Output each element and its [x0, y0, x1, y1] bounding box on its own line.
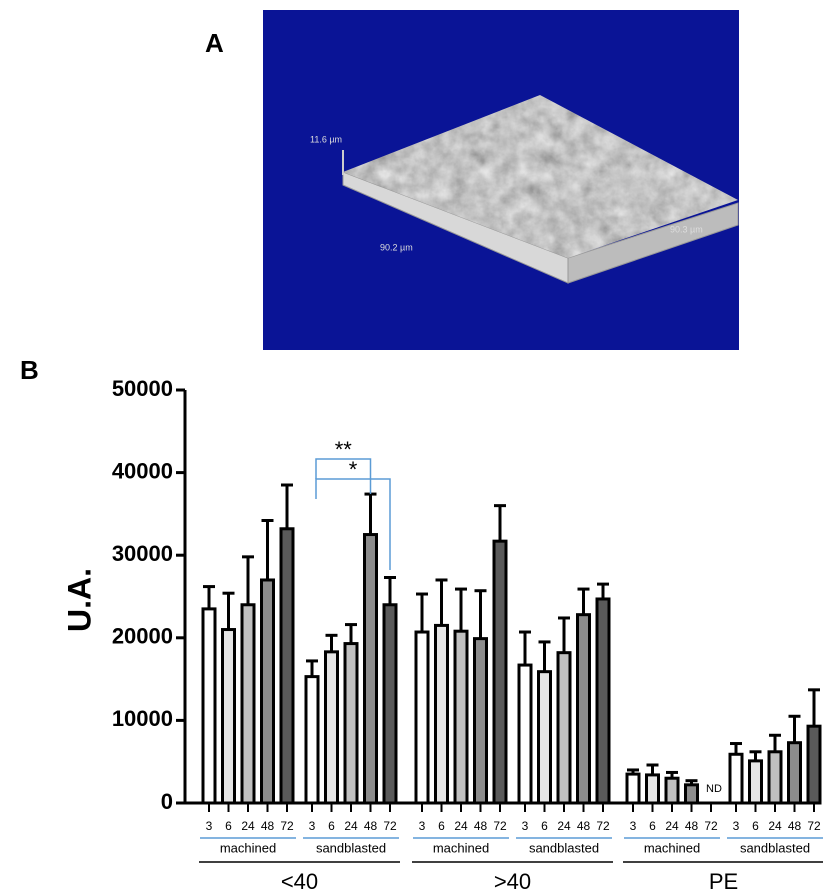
x-tick-label: 6: [438, 819, 445, 833]
x-tick-label: 72: [704, 819, 718, 833]
x-tick-label: 48: [261, 819, 275, 833]
figure: A 11.6 µm 90.2 µm 90.3 µm B U.A. 0 10000 2…: [0, 0, 823, 896]
group-label: machined: [433, 840, 489, 855]
surface-image: 11.6 µm 90.2 µm 90.3 µm: [263, 10, 740, 350]
bar: [475, 639, 487, 803]
x-tick-label: 72: [493, 819, 507, 833]
x-tick-label: 6: [649, 819, 656, 833]
height-label: 11.6 µm: [310, 134, 342, 144]
bar: [223, 630, 235, 803]
x-tick-label: 6: [328, 819, 335, 833]
x-tick-label: 3: [522, 819, 529, 833]
bar: [558, 653, 570, 803]
bar: [627, 774, 639, 803]
cluster-label: PE: [709, 869, 738, 894]
significance-bracket: [316, 479, 390, 570]
y-tick-label: 20000: [112, 624, 173, 649]
bar: [436, 625, 448, 803]
bar: [730, 754, 742, 803]
bar: [647, 775, 659, 803]
cluster-label: >40: [494, 869, 531, 894]
x-tick-label: 24: [454, 819, 468, 833]
x-tick-label: 24: [665, 819, 679, 833]
bar: [262, 580, 274, 803]
x-tick-label: 72: [383, 819, 397, 833]
bar: [789, 743, 801, 803]
x-tick-label: 3: [419, 819, 426, 833]
x-dimension-label: 90.2 µm: [380, 242, 413, 252]
panel-label: B: [20, 355, 39, 385]
group-label: machined: [220, 840, 276, 855]
x-tick-label: 24: [768, 819, 782, 833]
group-label: machined: [644, 840, 700, 855]
bar: [808, 726, 820, 803]
bar: [578, 615, 590, 803]
bar: [494, 541, 506, 803]
y-dimension-label: 90.3 µm: [670, 224, 703, 234]
bar: [281, 529, 293, 803]
bar: [365, 535, 377, 803]
x-tick-label: 72: [807, 819, 821, 833]
bar: [666, 778, 678, 803]
bar: [326, 652, 338, 803]
cluster-label: <40: [281, 869, 318, 894]
y-tick-label: 30000: [112, 541, 173, 566]
x-tick-label: 48: [577, 819, 591, 833]
x-tick-label: 48: [685, 819, 699, 833]
x-tick-label: 24: [241, 819, 255, 833]
bar: [345, 644, 357, 803]
y-tick-label: 50000: [112, 376, 173, 401]
significance-label: *: [349, 457, 358, 482]
x-tick-label: 48: [364, 819, 378, 833]
group-label: sandblasted: [740, 840, 810, 855]
bar: [686, 785, 698, 803]
bar: [750, 761, 762, 803]
bar: [519, 665, 531, 803]
x-tick-label: 6: [752, 819, 759, 833]
y-tick-label: 0: [161, 789, 173, 814]
x-tick-label: 72: [596, 819, 610, 833]
significance-bracket: [316, 459, 371, 494]
bar: [242, 605, 254, 803]
y-axis-title: U.A.: [61, 568, 97, 632]
x-tick-label: 6: [225, 819, 232, 833]
group-label: sandblasted: [316, 840, 386, 855]
x-tick-label: 3: [630, 819, 637, 833]
x-tick-label: 72: [280, 819, 294, 833]
y-tick-label: 10000: [112, 706, 173, 731]
bar: [597, 599, 609, 803]
bar: [769, 752, 781, 803]
panel-label: A: [205, 28, 224, 58]
x-tick-label: 48: [788, 819, 802, 833]
bar: [455, 631, 467, 803]
x-tick-label: 3: [309, 819, 316, 833]
bar: [416, 632, 428, 803]
bar: [539, 672, 551, 803]
x-tick-label: 48: [474, 819, 488, 833]
x-tick-label: 24: [557, 819, 571, 833]
bar: [306, 677, 318, 803]
x-tick-label: 24: [344, 819, 358, 833]
value-label: ND: [706, 783, 722, 795]
x-tick-label: 3: [206, 819, 213, 833]
bar: [384, 605, 396, 803]
y-tick-label: 40000: [112, 458, 173, 483]
x-tick-label: 3: [733, 819, 740, 833]
bar: [203, 609, 215, 803]
x-tick-label: 6: [541, 819, 548, 833]
group-label: sandblasted: [529, 840, 599, 855]
